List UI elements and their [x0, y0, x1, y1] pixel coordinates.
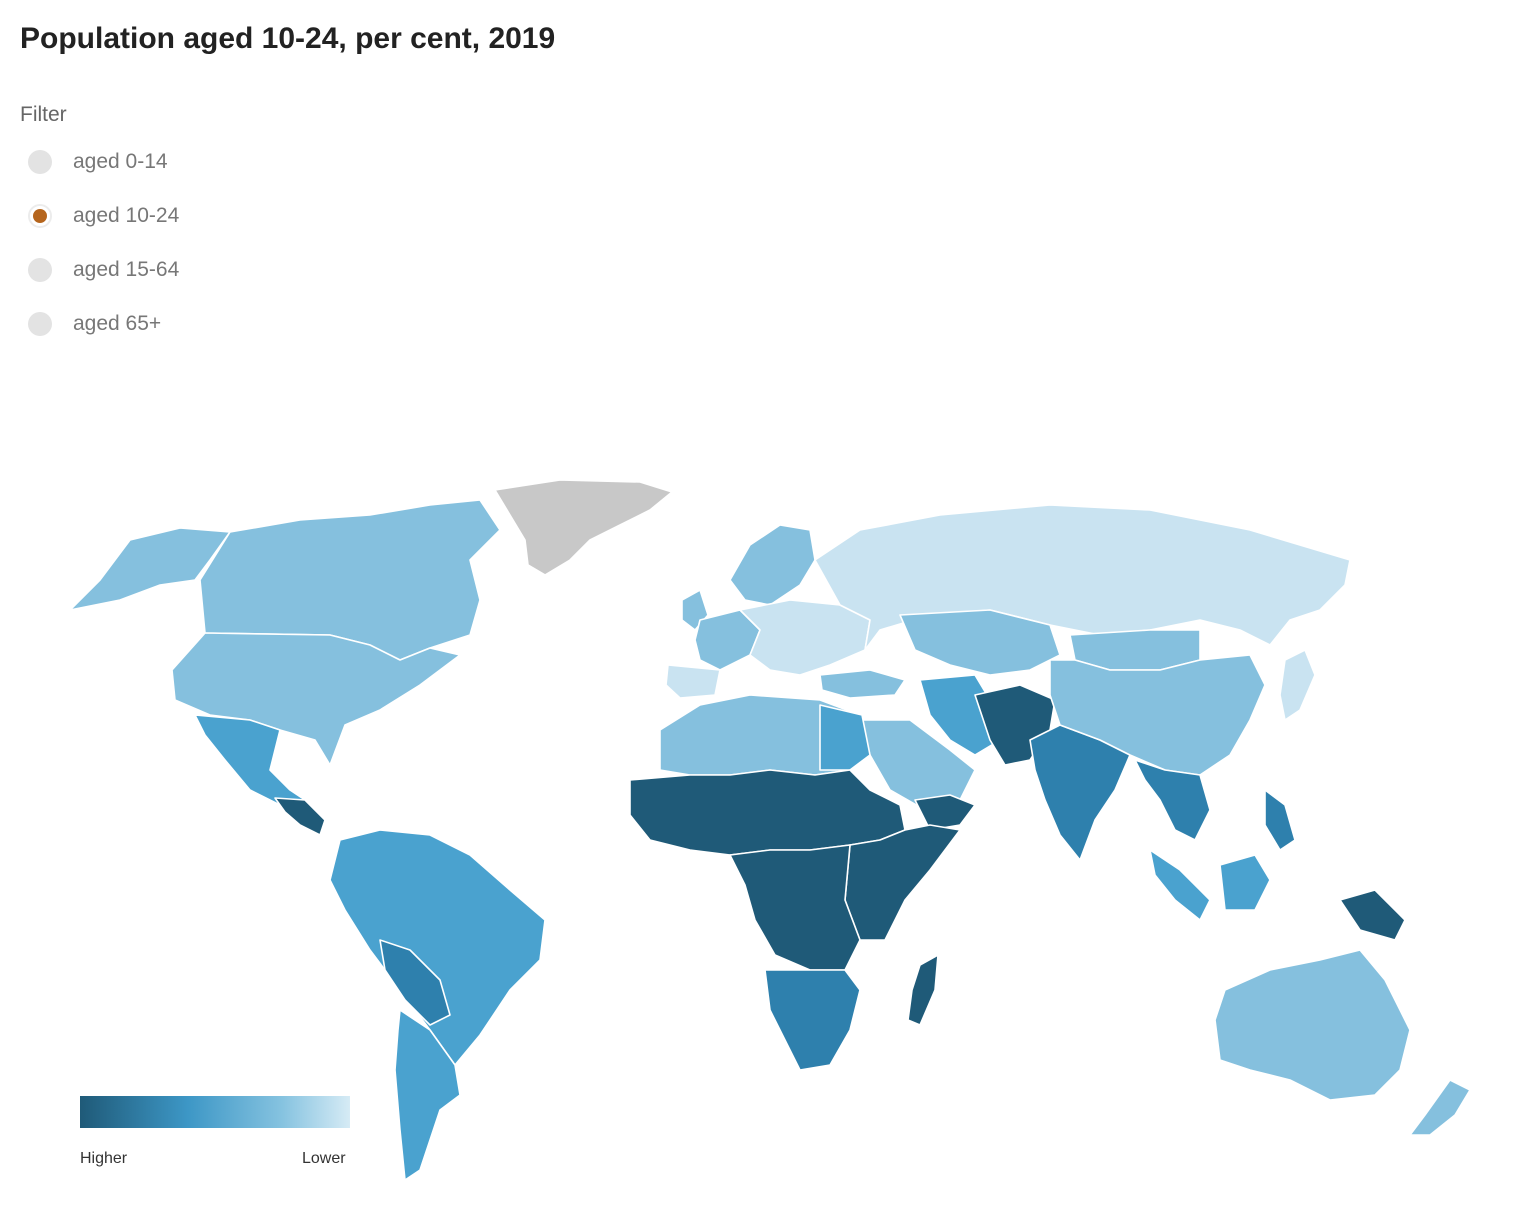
color-scale-legend: [80, 1096, 350, 1128]
region-usa[interactable]: [171, 632, 461, 766]
legend-higher-label: Higher: [80, 1150, 128, 1167]
world-map: [0, 470, 1536, 1204]
region-iberia[interactable]: [665, 664, 721, 699]
radio-unselected-icon[interactable]: [28, 258, 52, 282]
region-china[interactable]: [1049, 654, 1266, 776]
filter-option-aged-0-14[interactable]: aged 0-14: [28, 147, 168, 177]
region-southern-africa[interactable]: [764, 969, 861, 1071]
radio-unselected-icon[interactable]: [28, 312, 52, 336]
region-kazakhstan[interactable]: [899, 609, 1061, 676]
radio-selected-icon[interactable]: [28, 204, 52, 228]
filter-option-aged-15-64[interactable]: aged 15-64: [28, 255, 179, 285]
region-russia[interactable]: [814, 504, 1351, 651]
region-australia[interactable]: [1214, 949, 1411, 1101]
world-map-svg: [69, 479, 1471, 1181]
region-egypt[interactable]: [819, 704, 871, 771]
region-central-eastern-europe[interactable]: [739, 599, 871, 676]
region-scandinavia[interactable]: [729, 524, 816, 606]
region-philippines[interactable]: [1264, 789, 1296, 851]
chart-title: Population aged 10-24, per cent, 2019: [20, 22, 556, 55]
region-madagascar[interactable]: [907, 954, 939, 1026]
filter-option-label: aged 15-64: [73, 258, 180, 281]
region-central-africa[interactable]: [729, 844, 861, 971]
region-alaska[interactable]: [69, 527, 231, 611]
filter-option-aged-65-plus[interactable]: aged 65+: [28, 309, 161, 339]
region-borneo[interactable]: [1219, 854, 1271, 911]
region-bolivia-peru[interactable]: [379, 939, 451, 1026]
region-central-america[interactable]: [274, 797, 326, 836]
region-southeast-asia[interactable]: [1134, 759, 1211, 841]
region-greenland[interactable]: [494, 479, 673, 576]
filter-option-label: aged 0-14: [73, 150, 168, 173]
region-east-africa[interactable]: [844, 824, 961, 941]
region-south-america-south[interactable]: [394, 1009, 461, 1181]
region-yemen[interactable]: [914, 794, 976, 831]
filter-label: Filter: [20, 103, 67, 126]
radio-unselected-icon[interactable]: [28, 150, 52, 174]
region-papua-new-guinea[interactable]: [1339, 889, 1406, 941]
region-indonesia[interactable]: [1149, 849, 1211, 921]
region-turkey[interactable]: [819, 669, 906, 699]
filter-option-label: aged 65+: [73, 312, 162, 335]
region-japan[interactable]: [1279, 649, 1316, 721]
region-south-america-north[interactable]: [329, 829, 546, 1066]
filter-option-aged-10-24[interactable]: aged 10-24: [28, 201, 179, 231]
legend-lower-label: Lower: [302, 1150, 346, 1167]
filter-option-label: aged 10-24: [73, 204, 180, 227]
region-new-zealand[interactable]: [1409, 1079, 1471, 1136]
